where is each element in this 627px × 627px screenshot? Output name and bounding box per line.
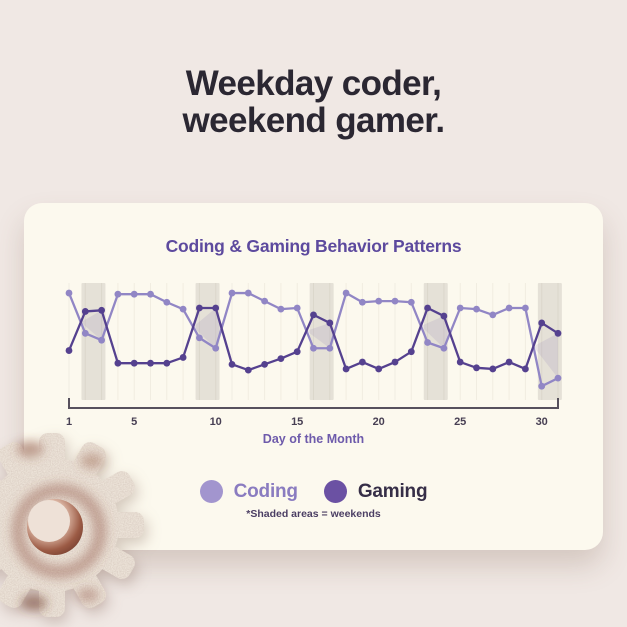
data-point [244, 366, 252, 374]
data-point [212, 304, 220, 312]
data-point [114, 290, 122, 298]
legend-label-gaming: Gaming [357, 480, 428, 502]
data-point [326, 319, 334, 327]
data-point [98, 306, 105, 314]
tick-label: 30 [536, 416, 548, 428]
data-point [456, 304, 464, 312]
weekend-shading-note: *Shaded areas = weekends [246, 508, 381, 520]
tick-label: 20 [373, 416, 385, 428]
data-point [179, 305, 187, 313]
data-point [81, 329, 89, 337]
data-point [505, 304, 513, 312]
data-point [277, 355, 285, 362]
day-gridlines [68, 283, 559, 400]
data-point [179, 354, 187, 361]
data-point [407, 298, 415, 306]
legend-label-coding: Coding [233, 480, 298, 502]
data-point [359, 358, 366, 366]
data-point [473, 305, 480, 313]
tick-label: 1 [66, 416, 72, 428]
page-title-line-2: weekend gamer. [182, 100, 445, 140]
data-point [326, 344, 334, 352]
data-point [505, 358, 513, 366]
data-point [228, 360, 236, 368]
data-point [98, 336, 105, 344]
data-point [310, 311, 317, 319]
x-axis-title: Day of the Month [262, 432, 365, 446]
tick-label: 15 [291, 416, 303, 428]
data-point [310, 344, 317, 352]
data-point [196, 304, 203, 312]
data-point [212, 344, 220, 352]
data-point [163, 298, 171, 306]
coding-legend-dot-icon [199, 480, 223, 503]
data-point [147, 290, 154, 298]
data-point [407, 348, 415, 356]
data-point [293, 348, 301, 356]
data-point [114, 359, 122, 367]
data-point [522, 365, 529, 373]
data-point [554, 374, 562, 382]
data-point [228, 289, 236, 297]
data-point [130, 359, 138, 367]
data-point [359, 298, 366, 306]
data-point [538, 382, 546, 390]
data-point [522, 304, 529, 312]
data-point [440, 344, 448, 352]
series-coding [65, 289, 562, 390]
data-point [538, 319, 546, 327]
data-point [130, 290, 138, 298]
data-point [277, 305, 285, 313]
gear-sticker [0, 433, 144, 617]
data-point [424, 339, 431, 346]
data-point [375, 365, 383, 373]
data-point [424, 304, 431, 312]
data-point [489, 311, 497, 319]
between-series-fill [80, 308, 558, 379]
data-point [147, 359, 154, 367]
data-point [391, 358, 399, 366]
data-point [489, 365, 497, 373]
legend-item-gaming: Gaming [323, 480, 428, 503]
data-point [293, 304, 301, 312]
data-point [342, 365, 350, 373]
data-point [261, 360, 268, 368]
data-point [81, 308, 89, 315]
data-point [261, 297, 268, 305]
data-point [456, 358, 464, 366]
data-point [473, 364, 480, 372]
data-point [65, 347, 73, 354]
x-axis-line [68, 398, 559, 409]
behavior-line-chart: 1 5 10 15 20 25 30 [65, 283, 562, 428]
data-point [391, 297, 399, 305]
chart-legend: Coding Gaming [24, 480, 603, 503]
tick-label: 5 [131, 416, 137, 428]
tick-label: 10 [210, 416, 222, 428]
page-title: Weekday coder, weekend gamer. [0, 64, 627, 140]
gaming-legend-dot-icon [323, 480, 347, 503]
data-point [65, 289, 73, 297]
data-point [375, 297, 383, 305]
data-point [554, 329, 562, 337]
legend-item-coding: Coding [199, 480, 298, 503]
tick-label: 25 [454, 416, 466, 428]
series-gaming [65, 304, 562, 374]
page-title-line-1: Weekday coder, [185, 64, 442, 103]
data-point [244, 289, 252, 297]
data-point [163, 359, 171, 367]
x-axis-tick-labels: 1 5 10 15 20 25 30 [66, 416, 548, 428]
data-point [440, 312, 448, 320]
chart-title: Coding & Gaming Behavior Patterns [165, 236, 462, 256]
data-point [196, 334, 203, 342]
data-point [342, 289, 350, 297]
